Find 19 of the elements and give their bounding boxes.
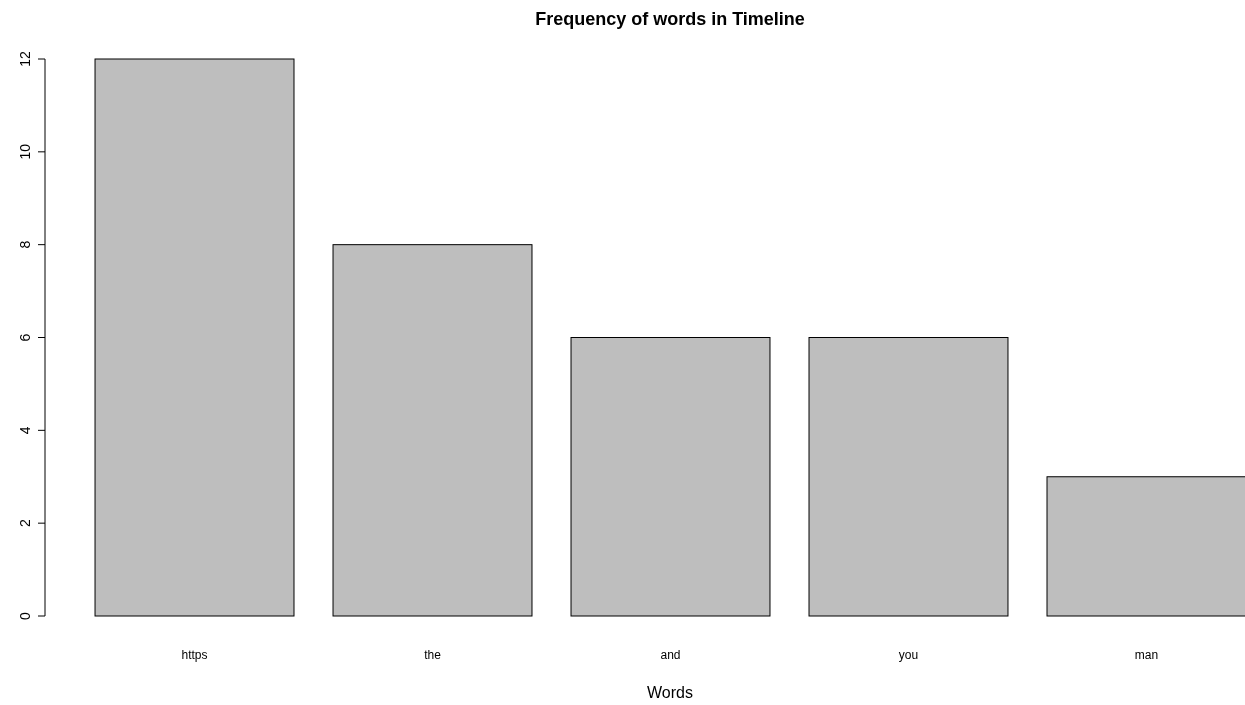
y-tick-label: 12 [17,51,33,67]
x-tick-label: the [424,648,442,662]
y-tick-label: 6 [17,333,33,342]
x-axis-title: Words [647,684,693,701]
x-tick-label: and [660,648,681,662]
bar [332,244,533,617]
chart-title: Frequency of words in Timeline [535,9,805,29]
bar [570,337,771,617]
y-tick-label: 0 [17,611,33,620]
x-tick-label: man [1134,648,1159,662]
bar [808,337,1009,617]
y-tick-label: 10 [17,143,33,160]
y-tick-label: 4 [17,426,33,435]
bar [94,58,295,617]
bar [1046,476,1245,617]
y-tick-label: 8 [17,240,33,249]
x-tick-label: https [181,648,208,662]
y-tick-label: 2 [17,519,33,528]
x-tick-label: you [898,648,919,662]
